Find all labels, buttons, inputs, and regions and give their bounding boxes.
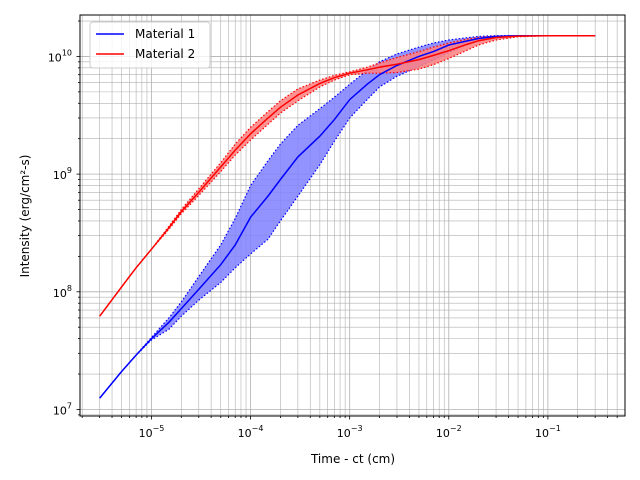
uncertainty-bands [99, 35, 596, 399]
material-1-uncertainty-band [99, 35, 596, 399]
plot-frame [79, 14, 626, 417]
axis-ticks: 10−5 10−4 10−3 10−2 10−1 107 108 109 1010 [48, 20, 618, 440]
x-tick-label: 10−2 [436, 424, 462, 440]
series-lines [99, 34, 596, 399]
y-tick-label: 107 [53, 401, 72, 417]
legend-label-material-2: Material 2 [135, 47, 195, 61]
y-axis-title: Intensity (erg/cm²-s) [18, 155, 32, 278]
x-axis-title: Time - ct (cm) [310, 452, 395, 466]
material-1-line [99, 34, 596, 399]
legend-label-material-1: Material 1 [135, 27, 195, 41]
material-1-lower-bound [99, 35, 596, 399]
y-tick-label: 109 [53, 166, 72, 182]
material-2-upper-bound [99, 35, 596, 317]
x-tick-label: 10−4 [238, 424, 264, 440]
x-tick-label: 10−3 [337, 424, 363, 440]
material-2-line [99, 34, 596, 317]
material-1-upper-bound [99, 35, 596, 399]
y-tick-label: 1010 [48, 48, 72, 64]
y-tick-label: 108 [53, 284, 72, 300]
x-tick-label: 10−5 [139, 424, 165, 440]
x-tick-label: 10−1 [535, 424, 561, 440]
legend: Material 1 Material 2 [89, 21, 211, 69]
